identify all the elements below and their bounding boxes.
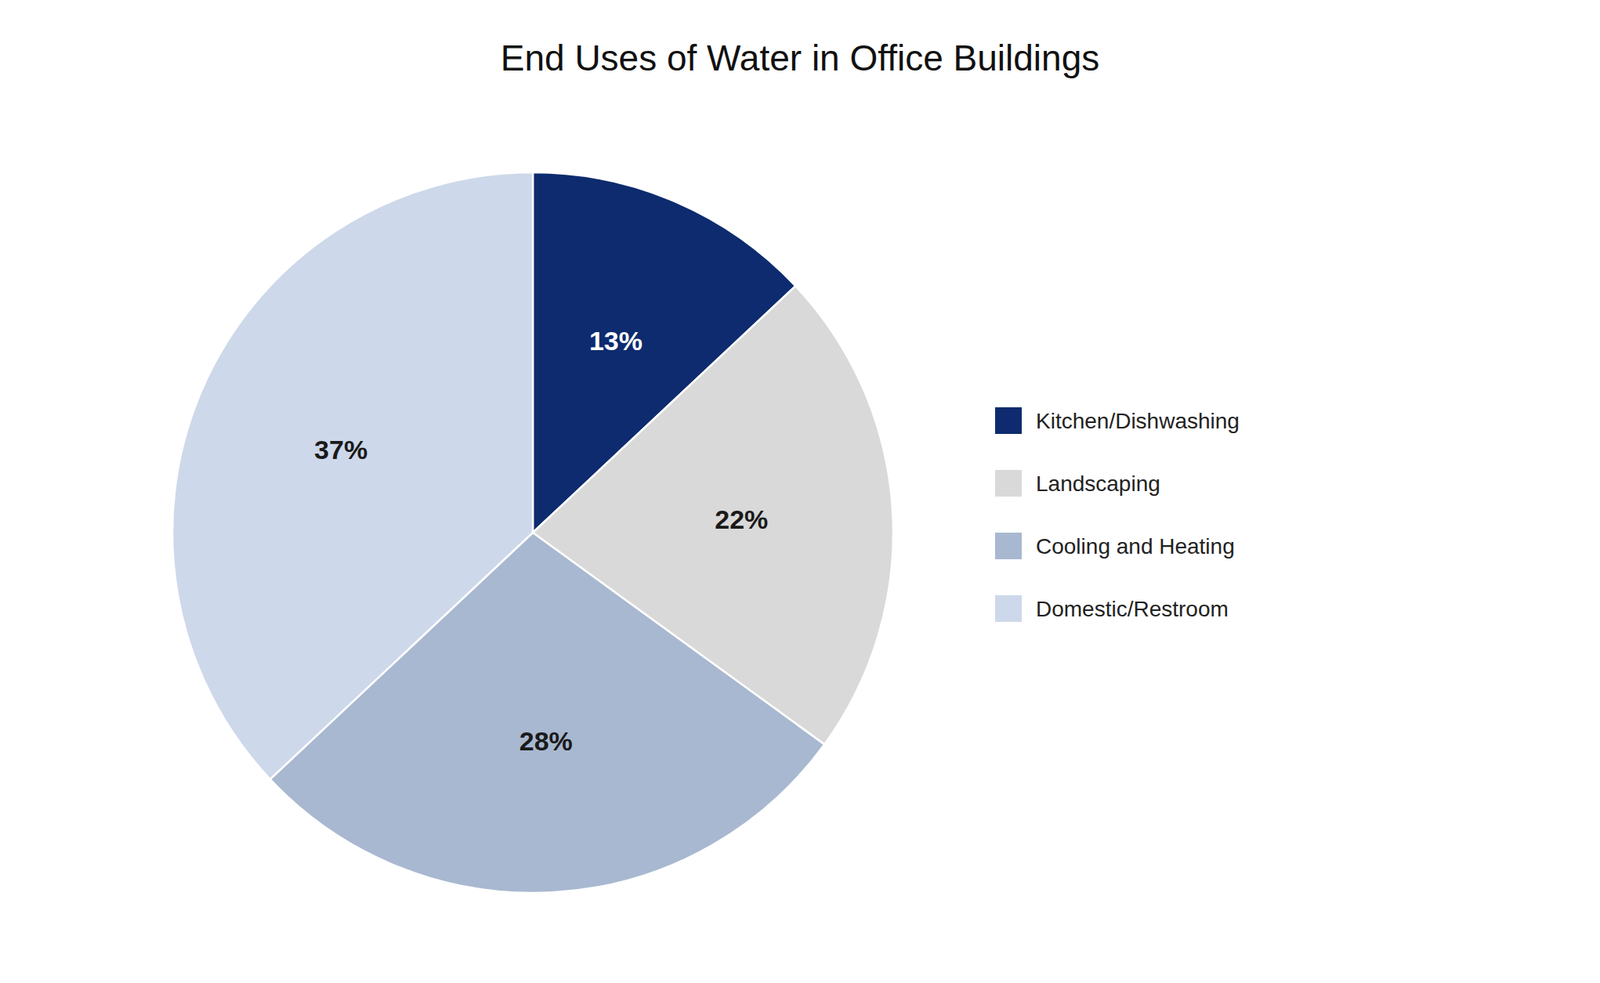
data-label: 13%: [589, 325, 643, 356]
legend-label: Cooling and Heating: [1035, 534, 1235, 559]
pie: [172, 172, 894, 894]
data-label: 22%: [714, 504, 768, 535]
legend-label: Landscaping: [1035, 471, 1161, 496]
legend-swatch: [995, 595, 1022, 623]
title: End Uses of Water in Office Buildings: [500, 37, 1100, 79]
legend: Kitchen/Dishwashing Landscaping Cooling an…: [995, 407, 1240, 623]
legend-swatch: [995, 532, 1022, 560]
chart: End Uses of Water in Office Buildings 13%…: [0, 0, 1600, 983]
data-label: 37%: [314, 434, 368, 465]
legend-item: Domestic/Restroom: [995, 595, 1229, 623]
legend-swatch: [995, 470, 1022, 497]
legend-item: Kitchen/Dishwashing: [995, 407, 1240, 435]
legend-item: Landscaping: [995, 470, 1161, 497]
legend-item: Cooling and Heating: [995, 532, 1235, 560]
legend-swatch: [995, 407, 1022, 435]
data-labels: 13% 22% 28% 37%: [314, 325, 768, 757]
pie-slice: [172, 172, 533, 780]
data-label: 28%: [519, 726, 573, 757]
legend-label: Kitchen/Dishwashing: [1035, 409, 1240, 434]
legend-label: Domestic/Restroom: [1035, 597, 1229, 622]
